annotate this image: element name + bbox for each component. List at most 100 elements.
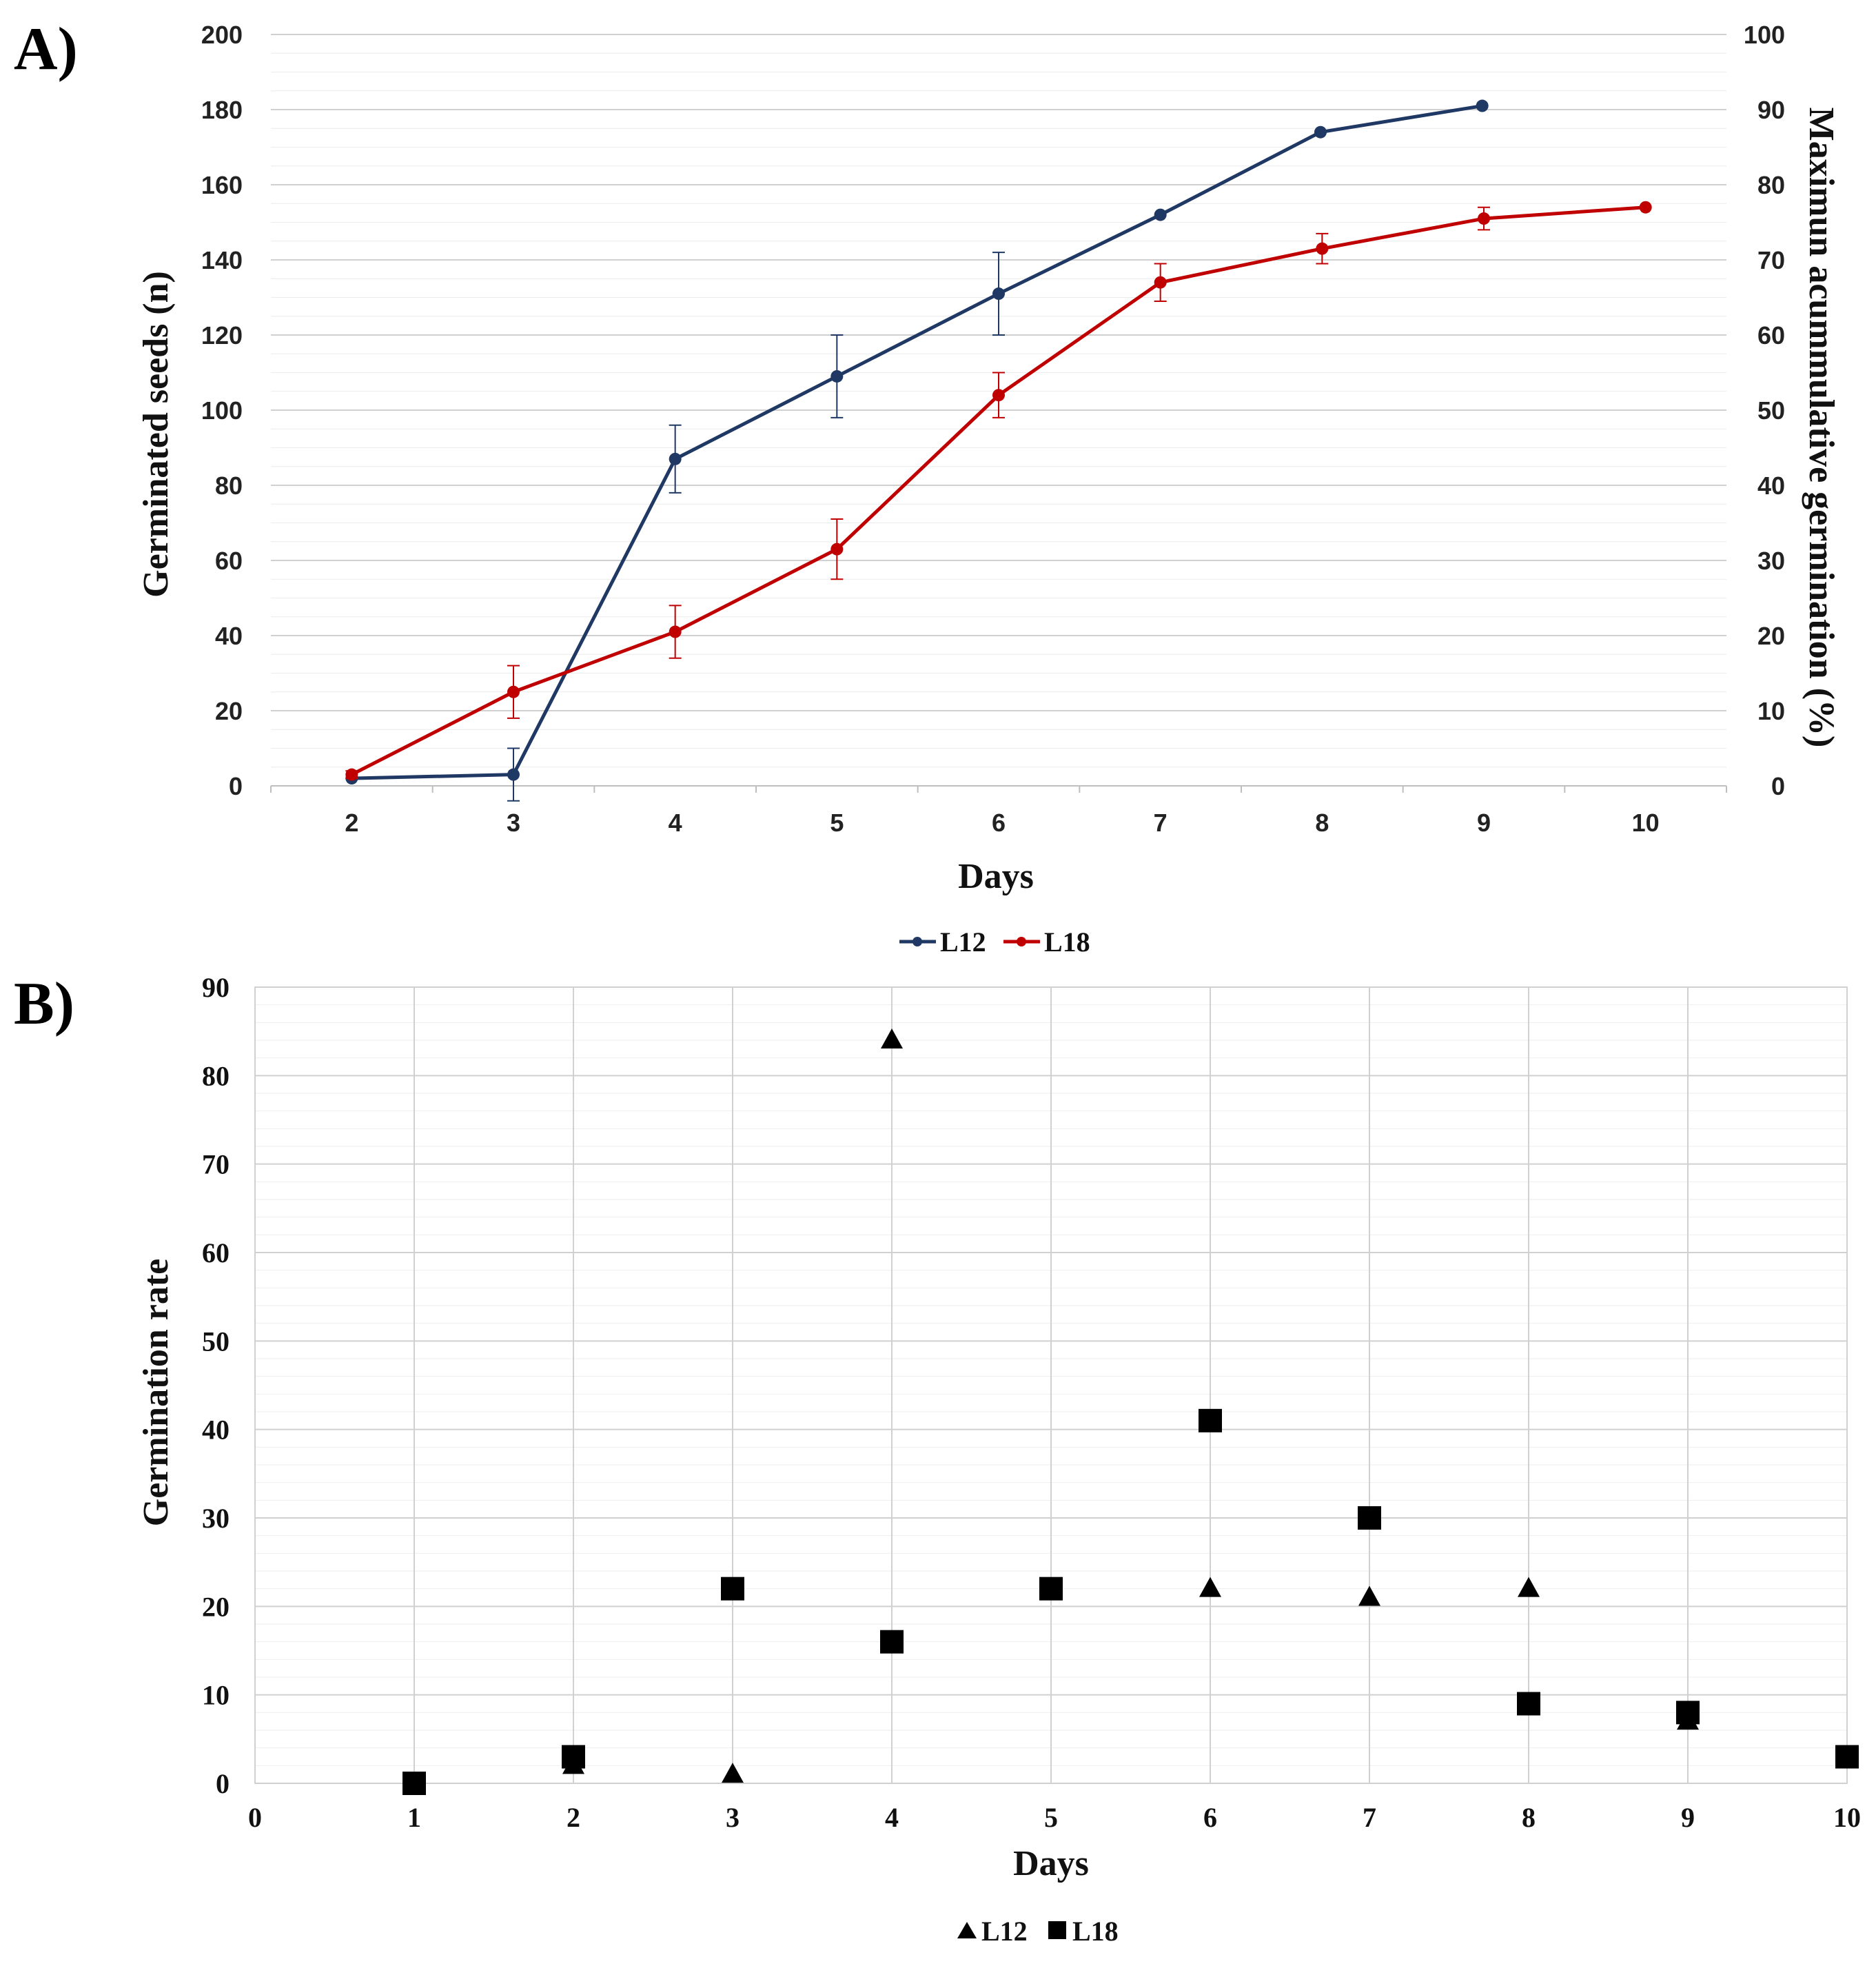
y-tick-label: 180 bbox=[201, 96, 243, 124]
data-point-l12-triangle bbox=[722, 1763, 744, 1783]
data-point-l18-square bbox=[1676, 1701, 1700, 1725]
y-tick-label: 40 bbox=[202, 1415, 230, 1446]
y-tick-label: 10 bbox=[202, 1680, 230, 1711]
panel-b-gridlines bbox=[254, 986, 1848, 1784]
data-point-l18-square bbox=[880, 1630, 904, 1654]
legend-l18-square-marker bbox=[1048, 1921, 1066, 1939]
y-tick-label: 0 bbox=[229, 772, 243, 800]
legend-l12-marker bbox=[912, 937, 922, 946]
panel-a-legend: L12 L18 bbox=[899, 926, 1090, 957]
x-tick-label: 5 bbox=[1044, 1802, 1058, 1833]
x-tick-label: 4 bbox=[885, 1802, 899, 1833]
x-tick-label: 10 bbox=[1632, 809, 1660, 837]
data-point-l18 bbox=[992, 389, 1005, 402]
x-tick-label: 0 bbox=[248, 1802, 262, 1833]
data-point-l18 bbox=[669, 625, 682, 638]
panel-b-y-axis-title: Germination rate bbox=[136, 1259, 176, 1526]
y-tick-label: 120 bbox=[201, 321, 243, 349]
y2-tick-label: 40 bbox=[1757, 472, 1785, 500]
y-tick-label: 20 bbox=[202, 1591, 230, 1622]
x-tick-label: 1 bbox=[407, 1802, 421, 1833]
data-point-l12 bbox=[669, 452, 682, 465]
data-point-l12 bbox=[1154, 208, 1167, 221]
panel-b-legend: L12 L18 bbox=[957, 1916, 1119, 1947]
y-tick-label: 50 bbox=[202, 1326, 230, 1357]
y2-tick-label: 30 bbox=[1757, 547, 1785, 575]
data-point-l12-triangle bbox=[1358, 1585, 1380, 1606]
x-tick-label: 7 bbox=[1154, 809, 1168, 837]
data-point-l18 bbox=[1316, 242, 1329, 255]
x-tick-label: 3 bbox=[507, 809, 520, 837]
panel-a-left-axis-ticks: 0 20 40 60 80 100 120 140 160 180 200 bbox=[201, 21, 243, 800]
data-point-l12 bbox=[507, 768, 520, 781]
data-point-l18-square bbox=[1199, 1408, 1222, 1432]
y-tick-label: 90 bbox=[202, 972, 230, 1003]
data-point-l12 bbox=[1476, 99, 1489, 112]
data-point-l12-triangle bbox=[881, 1028, 903, 1048]
panel-b-x-axis-ticks: 0 1 2 3 4 5 6 7 8 9 10 bbox=[248, 1802, 1861, 1833]
panel-b-scatter-chart: B) 0 10 20 30 40 50 60 70 80 90 0 1 2 3 4 5 6 7 8 9 10 Days… bbox=[14, 971, 1861, 1947]
y-tick-label: 20 bbox=[215, 697, 243, 725]
y-tick-label: 80 bbox=[215, 472, 243, 500]
legend-b-l12-label: L12 bbox=[981, 1916, 1028, 1947]
panel-a-x-axis-title: Days bbox=[958, 857, 1034, 896]
x-tick-label: 9 bbox=[1681, 1802, 1695, 1833]
data-point-l18-square bbox=[1835, 1745, 1859, 1769]
x-tick-label: 10 bbox=[1833, 1802, 1861, 1833]
y-tick-label: 140 bbox=[201, 246, 243, 274]
x-tick-label: 3 bbox=[726, 1802, 740, 1833]
y-tick-label: 70 bbox=[202, 1149, 230, 1180]
panel-a-right-axis-ticks: 0 10 20 30 40 50 60 70 80 90 100 bbox=[1744, 21, 1785, 800]
legend-l12-label: L12 bbox=[940, 926, 986, 957]
y-tick-label: 200 bbox=[201, 21, 243, 49]
y-tick-label: 30 bbox=[202, 1503, 230, 1534]
data-point-l18-square bbox=[721, 1577, 744, 1601]
data-point-l18-square bbox=[402, 1772, 426, 1795]
panel-a-series bbox=[345, 99, 1652, 802]
y-tick-label: 100 bbox=[201, 396, 243, 425]
data-point-l18 bbox=[1154, 276, 1167, 289]
y2-tick-label: 20 bbox=[1757, 622, 1785, 650]
data-point-l12-triangle bbox=[1199, 1577, 1221, 1597]
x-tick-label: 9 bbox=[1477, 809, 1491, 837]
y-tick-label: 60 bbox=[215, 547, 243, 575]
data-point-l12 bbox=[992, 287, 1005, 301]
panel-a-label: A) bbox=[14, 16, 78, 83]
data-point-l18-square bbox=[1358, 1506, 1381, 1530]
x-tick-label: 5 bbox=[830, 809, 844, 837]
panel-a-y-axis-title: Germinated seeds (n) bbox=[136, 271, 176, 598]
y2-tick-label: 100 bbox=[1744, 21, 1785, 49]
y2-tick-label: 90 bbox=[1757, 96, 1785, 124]
x-tick-label: 2 bbox=[567, 1802, 580, 1833]
y-tick-label: 60 bbox=[202, 1237, 230, 1268]
panel-a-right-axis-title: Maximun acummulative germination (%) bbox=[1802, 108, 1841, 748]
y-tick-label: 40 bbox=[215, 622, 243, 650]
data-point-l12 bbox=[830, 369, 844, 383]
y-tick-label: 0 bbox=[216, 1768, 230, 1799]
data-point-l18 bbox=[345, 768, 358, 781]
y-tick-label: 160 bbox=[201, 171, 243, 199]
x-tick-label: 2 bbox=[345, 809, 358, 837]
panel-a-line-chart: A) 0 20 40 60 80 100 120 140 160 180 200 0 10 20 30 40… bbox=[14, 16, 1841, 957]
panel-b-y-axis-ticks: 0 10 20 30 40 50 60 70 80 90 bbox=[202, 972, 230, 1799]
y2-tick-label: 60 bbox=[1757, 321, 1785, 349]
legend-b-l18-label: L18 bbox=[1072, 1916, 1119, 1947]
x-tick-label: 8 bbox=[1315, 809, 1329, 837]
panel-a-x-axis-ticks: 2 3 4 5 6 7 8 9 10 bbox=[345, 809, 1659, 837]
series-l18 bbox=[402, 1408, 1859, 1795]
y2-tick-label: 70 bbox=[1757, 246, 1785, 274]
series-l12-line bbox=[351, 104, 1483, 780]
data-point-l18 bbox=[1478, 212, 1490, 225]
y2-tick-label: 50 bbox=[1757, 396, 1785, 425]
data-point-l18 bbox=[830, 543, 844, 556]
data-point-l18-square bbox=[1517, 1692, 1540, 1716]
data-point-l18-square bbox=[1039, 1577, 1063, 1601]
legend-l18-label: L18 bbox=[1044, 926, 1090, 957]
panel-b-label: B) bbox=[14, 971, 74, 1037]
y2-tick-label: 80 bbox=[1757, 171, 1785, 199]
data-point-l12-triangle bbox=[1518, 1577, 1540, 1597]
x-tick-label: 6 bbox=[1203, 1802, 1217, 1833]
legend-l18-marker bbox=[1017, 937, 1026, 946]
x-tick-label: 8 bbox=[1522, 1802, 1536, 1833]
